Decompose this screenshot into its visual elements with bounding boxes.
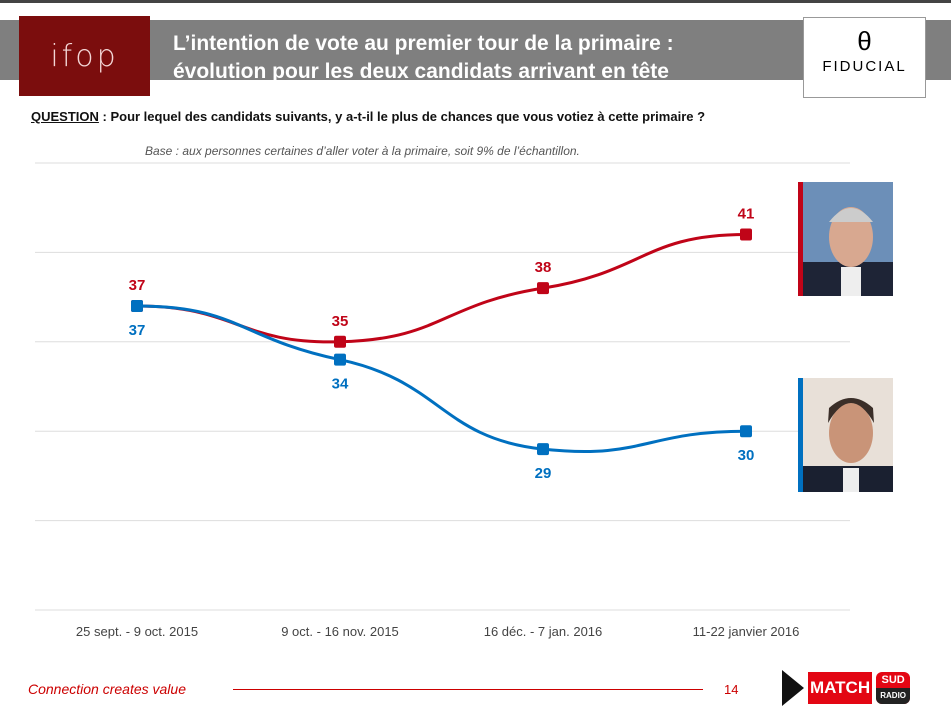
data-label: 35 <box>332 313 349 330</box>
x-tick-label: 11-22 janvier 2016 <box>693 624 800 639</box>
data-point <box>334 353 346 366</box>
title-line1: L’intention de vote au premier tour de l… <box>173 32 674 55</box>
question-text: : Pour lequel des candidats suivants, y … <box>98 109 706 124</box>
candidate-portrait-red <box>798 182 893 296</box>
data-point <box>131 300 143 313</box>
candidate-portrait-blue <box>798 378 893 492</box>
x-tick-label: 16 déc. - 7 jan. 2016 <box>484 624 603 639</box>
data-label: 30 <box>738 447 755 464</box>
data-label: 37 <box>129 322 146 339</box>
data-point <box>537 282 549 295</box>
base-note: Base : aux personnes certaines d’aller v… <box>145 144 580 158</box>
match-logo: MATCH <box>808 672 873 704</box>
data-label: 37 <box>129 277 146 294</box>
x-tick-label: 9 oct. - 16 nov. 2015 <box>281 624 399 639</box>
footer-tagline: Connection creates value <box>28 681 186 697</box>
series-line-1 <box>136 304 747 453</box>
header-band <box>0 20 951 80</box>
data-point <box>537 443 549 456</box>
data-point <box>740 228 752 241</box>
question: QUESTION : Pour lequel des candidats sui… <box>31 109 705 124</box>
sponsor-name: FIDUCIAL <box>822 58 907 75</box>
ifop-logo: ifop <box>19 16 150 96</box>
page-number: 14 <box>724 682 739 697</box>
x-tick-label: 25 sept. - 9 oct. 2015 <box>76 624 198 639</box>
title-line2: évolution pour les deux candidats arriva… <box>173 60 669 83</box>
fiducial-logo: θ FIDUCIAL <box>803 17 926 98</box>
sudradio-logo: SUD RADIO <box>876 672 911 704</box>
data-label: 34 <box>332 376 349 393</box>
data-point <box>334 335 346 348</box>
data-label: 41 <box>738 206 755 223</box>
data-label: 29 <box>535 465 552 482</box>
question-label: QUESTION <box>31 109 99 124</box>
itele-logo <box>782 670 804 706</box>
top-border <box>0 0 951 3</box>
data-point <box>740 425 752 438</box>
series-line-0 <box>136 233 747 344</box>
footer-divider <box>233 689 703 690</box>
media-logos: MATCH SUD RADIO <box>782 670 911 706</box>
page-title: L’intention de vote au premier tour de l… <box>173 30 674 86</box>
data-label: 38 <box>535 259 552 276</box>
